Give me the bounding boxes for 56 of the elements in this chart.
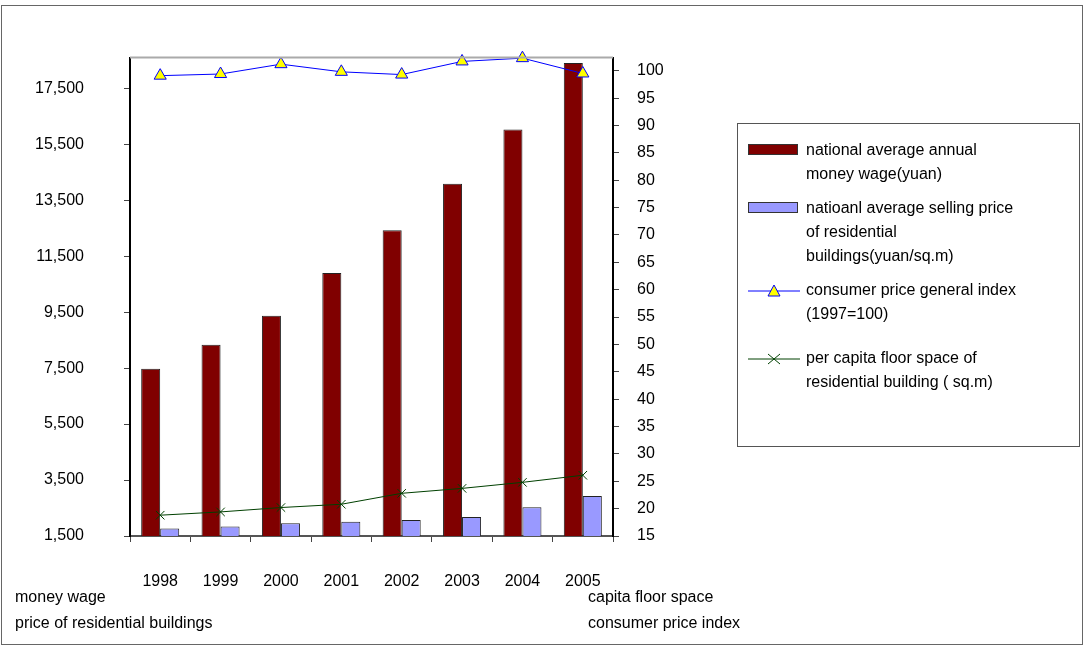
y2-tick-label: 80 (637, 170, 655, 188)
point (576, 65, 590, 78)
y-tick-label: 7,500 (43, 358, 85, 376)
legend-label: consumer price general index (1997=100) (806, 280, 1017, 324)
y-tick-label: 9,500 (43, 302, 85, 320)
point (155, 510, 165, 520)
point (395, 67, 409, 79)
y-axis-title: money wage price of residential buildings (15, 588, 213, 633)
y2-tick-label: 20 (637, 499, 655, 517)
point (457, 483, 467, 494)
point (274, 56, 288, 69)
y2-tick-label: 35 (637, 416, 655, 434)
legend-label: natioanl average selling price of residential buildings(yuan/sq.m) (806, 198, 1015, 266)
y2-tick-label: 45 (637, 362, 655, 380)
point (214, 66, 228, 79)
y-tick-label: 5,500 (43, 414, 85, 432)
point (578, 470, 588, 480)
y-tick-label: 1,500 (43, 526, 85, 544)
y-tick-label: 17,500 (35, 78, 85, 96)
y2-tick-label: 40 (637, 389, 655, 407)
point (336, 499, 347, 509)
y2-tick-label: 75 (637, 197, 655, 215)
y2-tick-label: 70 (637, 225, 655, 243)
legend-label: per capita floor space of residential building ( sq.m) (806, 348, 994, 392)
y2-tick-label: 100 (637, 61, 664, 79)
y-tick-label: 11,500 (36, 246, 85, 264)
y2-axis-title: capita floor space consumer price index (588, 587, 741, 633)
y-tick-label: 13,500 (35, 190, 85, 208)
y2-tick-label: 90 (637, 115, 655, 133)
point (276, 502, 286, 513)
y2-tick-label: 30 (637, 444, 655, 462)
x-tick-label: 2001 (323, 572, 360, 590)
x-tick-label: 2004 (504, 572, 541, 590)
point (455, 53, 469, 66)
y2-tick-label: 50 (637, 334, 655, 352)
point (334, 64, 348, 76)
y2-tick-label: 65 (637, 252, 655, 270)
legend-label: national average annual money wage(yuan) (806, 140, 978, 184)
y-tick-label: 15,500 (35, 134, 85, 152)
x-tick-label: 1998 (142, 572, 179, 590)
y2-tick-label: 60 (637, 280, 655, 298)
x-tick-label: 2005 (565, 572, 601, 590)
x-tick-label: 1999 (202, 572, 239, 590)
x-tick-label: 2000 (263, 572, 299, 590)
y2-tick-label: 95 (637, 88, 655, 106)
y2-tick-label: 15 (637, 526, 655, 544)
point (153, 68, 167, 80)
point (517, 477, 528, 488)
y2-tick-label: 85 (637, 143, 655, 161)
y-tick-label: 3,500 (43, 470, 85, 488)
y2-tick-label: 55 (637, 307, 655, 325)
y2-tick-label: 25 (637, 471, 655, 489)
x-tick-label: 2002 (383, 572, 420, 590)
x-tick-label: 2003 (444, 572, 480, 590)
point (396, 488, 407, 499)
point (215, 507, 226, 517)
